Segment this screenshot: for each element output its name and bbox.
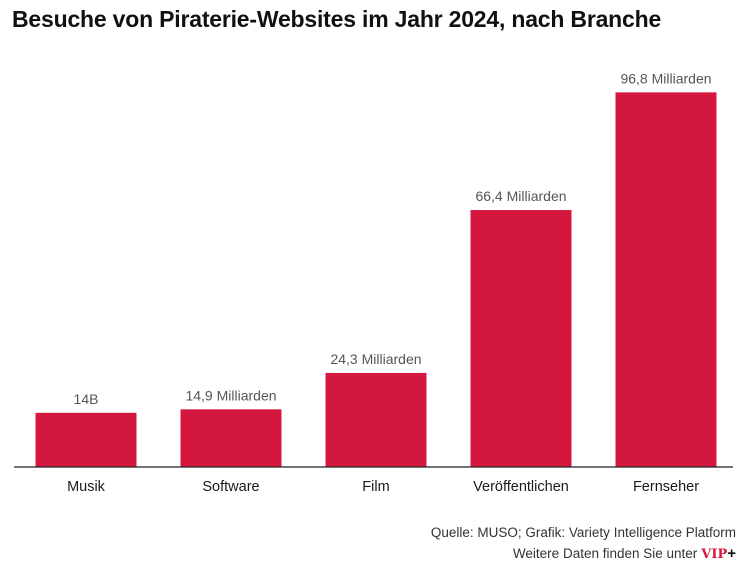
more-data-text: Weitere Daten finden Sie unter (512, 546, 698, 561)
x-tick-label: Veröffentlichen (473, 479, 569, 495)
x-tick-label: Software (202, 479, 259, 495)
bar-veröffentlichen (470, 210, 572, 468)
data-label: 14B (74, 391, 99, 407)
more-data-note: Weitere Daten finden Sie unter VIP+ (513, 545, 736, 562)
data-label: 66,4 Milliarden (475, 188, 566, 204)
bar-software (180, 409, 282, 467)
bar-fernseher (615, 92, 717, 467)
x-tick-label: Musik (67, 479, 106, 495)
data-labels-layer: 14B 14,9 Milliarden 24,3 Milliarden 66,4 Mi… (74, 70, 712, 406)
vip-plus-icon: + (727, 545, 736, 562)
data-label: 14,9 Milliarden (185, 387, 276, 403)
bar-musik (35, 412, 137, 467)
x-tick-label: Film (362, 479, 389, 495)
source-note: Quelle: MUSO; Grafik: Variety Intelligen… (430, 525, 736, 540)
vip-logo: VIP (701, 547, 728, 562)
x-tick-labels-layer: Musik Software Film Veröffentlichen Fernsehe… (67, 479, 699, 495)
data-label: 24,3 Milliarden (330, 351, 421, 367)
bar-film (325, 372, 427, 467)
chart-title: Besuche von Piraterie-Websites im Jahr 2… (12, 6, 662, 32)
bars-layer (35, 92, 717, 468)
data-label: 96,8 Milliarden (620, 70, 711, 86)
x-tick-label: Fernseher (633, 479, 699, 495)
